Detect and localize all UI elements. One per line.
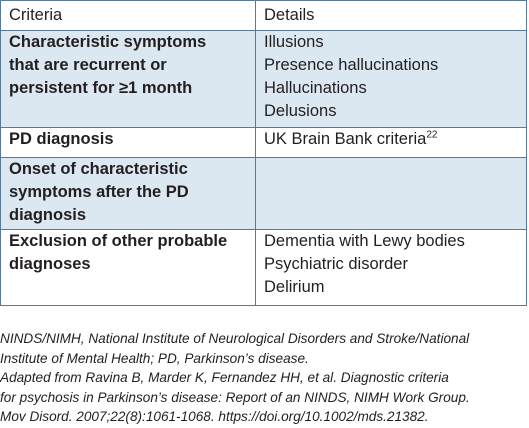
table-row: PD diagnosis UK Brain Bank criteria22 (0, 127, 527, 158)
reference-superscript: 22 (426, 129, 438, 141)
footnote-line: Adapted from Ravina B, Marder K, Fernand… (0, 370, 449, 385)
header-details: Details (255, 0, 527, 31)
criteria-cell: Onset of characteristic symptoms after t… (0, 157, 256, 230)
footnote-line: Mov Disord. 2007;22(8):1061-1068. https:… (0, 409, 429, 424)
details-text: UK Brain Bank criteria (264, 130, 427, 148)
criteria-table: Criteria Details Characteristic symptoms… (0, 0, 527, 306)
criteria-text: Characteristic symptoms (9, 33, 207, 51)
details-cell: Illusions Presence hallucinations Halluc… (255, 30, 527, 128)
criteria-text: Onset of characteristic (9, 160, 188, 178)
details-text: Delirium (264, 278, 325, 296)
criteria-text: PD diagnosis (9, 130, 114, 148)
footnote-line: NINDS/NIMH, National Institute of Neurol… (0, 331, 470, 346)
criteria-text: symptoms after the PD (9, 183, 189, 201)
criteria-cell: PD diagnosis (0, 127, 256, 158)
criteria-text: diagnosis (9, 206, 87, 224)
table-row: Exclusion of other probable diagnoses De… (0, 229, 527, 306)
details-text: Delusions (264, 102, 337, 120)
table-footnote: NINDS/NIMH, National Institute of Neurol… (0, 329, 527, 427)
table-row: Onset of characteristic symptoms after t… (0, 157, 527, 230)
details-text: Psychiatric disorder (264, 255, 408, 273)
details-text: Presence hallucinations (264, 56, 439, 74)
header-criteria: Criteria (0, 0, 256, 31)
criteria-text: that are recurrent or (9, 56, 167, 74)
details-cell: UK Brain Bank criteria22 (255, 127, 527, 158)
details-cell: Dementia with Lewy bodies Psychiatric di… (255, 229, 527, 306)
details-cell-empty (255, 157, 527, 230)
details-text: Hallucinations (264, 79, 367, 97)
criteria-cell: Exclusion of other probable diagnoses (0, 229, 256, 306)
table-row: Characteristic symptoms that are recurre… (0, 30, 527, 128)
criteria-cell: Characteristic symptoms that are recurre… (0, 30, 256, 128)
details-text: Illusions (264, 33, 324, 51)
criteria-text: persistent for ≥1 month (9, 79, 193, 97)
footnote-line: Institute of Mental Health; PD, Parkinso… (0, 350, 309, 366)
details-text: Dementia with Lewy bodies (264, 232, 465, 250)
criteria-text: Exclusion of other probable (9, 232, 228, 250)
footnote-line: for psychosis in Parkinson’s disease: Re… (0, 389, 470, 405)
table-header-row: Criteria Details (0, 0, 527, 31)
criteria-text: diagnoses (9, 255, 91, 273)
